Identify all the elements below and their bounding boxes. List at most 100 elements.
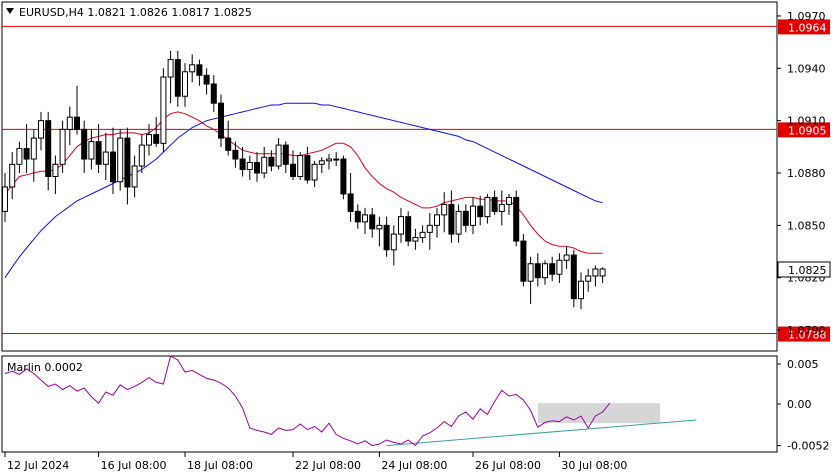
candle-bear <box>513 196 520 242</box>
candle-bull <box>38 120 44 139</box>
indicator-label: Marlin 0.0002 <box>7 361 83 374</box>
candle-bear <box>218 102 224 139</box>
time-tick-label: 18 Jul 08:00 <box>187 459 253 472</box>
price-tick-label: 1.0790 <box>787 324 826 337</box>
collapse-triangle-icon[interactable] <box>6 8 14 14</box>
candle-bull <box>434 214 440 226</box>
price-axis-ticks: 1.09701.09401.09101.08801.08501.08201.07… <box>777 10 826 337</box>
candle-bull <box>2 186 8 212</box>
candle-bull <box>9 163 16 188</box>
time-axis: 12 Jul 2024 16 Jul 08:00 18 Jul 08:00 22 Ju… <box>4 452 627 472</box>
candle-bear <box>174 59 181 97</box>
level-label: 1.0905 <box>788 124 827 137</box>
candle-bear <box>570 254 577 300</box>
highlight-box <box>537 403 661 424</box>
candle-bull <box>484 196 491 218</box>
candle-bull <box>578 280 584 300</box>
price-tick-label: 1.0880 <box>787 167 826 180</box>
candle-bull <box>376 224 383 230</box>
candle-bull <box>88 141 95 160</box>
candle-bull <box>167 59 174 78</box>
candle-bear <box>369 214 376 230</box>
indicator-panel-frame <box>1 355 778 453</box>
price-tick-label: 1.0970 <box>787 10 826 23</box>
candle-bear <box>254 162 260 174</box>
candle-bull <box>585 275 592 282</box>
candle-bear <box>477 205 484 218</box>
candle-bull <box>563 254 570 261</box>
candle-bear <box>81 128 88 160</box>
candle-bear <box>462 210 469 226</box>
candle-bull <box>16 148 23 165</box>
candle-bear <box>239 158 246 171</box>
candle-bull <box>599 268 606 277</box>
candle-bull <box>592 268 599 277</box>
level-label-box <box>778 326 830 342</box>
candle-bull <box>426 224 433 233</box>
candle-bull <box>412 237 419 242</box>
candle-bull <box>102 151 109 165</box>
symbol-header: EURUSD,H4 1.0821 1.0826 1.0817 1.0825 <box>19 6 252 19</box>
candle-bull <box>160 76 167 144</box>
candle-bear <box>340 158 347 195</box>
candle-bear <box>282 144 289 165</box>
candle-bear <box>290 163 296 178</box>
candle-bull <box>398 216 404 235</box>
marlin-line <box>4 355 611 447</box>
time-tick-label: 16 Jul 08:00 <box>101 459 167 472</box>
candle-bull <box>470 205 476 226</box>
indicator-tick-label: 0.00 <box>787 398 812 411</box>
candle-bear <box>203 74 210 85</box>
price-tick-label: 1.0850 <box>787 219 826 232</box>
candle-bull <box>441 203 448 216</box>
candle-bull <box>261 156 268 174</box>
candle-bear <box>304 155 311 181</box>
ma-slow-line <box>4 102 603 278</box>
candle-bull <box>146 134 152 146</box>
indicator-tick-label: 0.005 <box>787 358 819 371</box>
candle-bear <box>210 83 217 104</box>
highlight-zone <box>537 403 661 424</box>
candle-bear <box>448 203 455 235</box>
candle-bull <box>390 233 397 251</box>
time-tick-label: 12 Jul 2024 <box>7 459 69 472</box>
candlestick-series <box>2 50 606 310</box>
candle-bear <box>95 141 102 165</box>
candle-bear <box>153 134 160 144</box>
level-label: 1.0788 <box>788 329 827 342</box>
candle-bull <box>246 162 253 171</box>
time-tick-label: 26 Jul 08:00 <box>475 459 541 472</box>
candle-bull <box>275 144 282 167</box>
candle-bull <box>498 203 505 212</box>
time-tick-label: 22 Jul 08:00 <box>295 459 361 472</box>
moving-average-lines <box>4 102 603 278</box>
candle-bear <box>347 193 354 212</box>
candle-bear <box>45 120 52 178</box>
candle-bull <box>318 160 325 165</box>
candle-bear <box>520 240 527 282</box>
candle-bull <box>138 144 145 167</box>
candle-bull <box>66 116 73 130</box>
current-price-label: 1.0825 <box>788 264 827 277</box>
candle-bear <box>383 224 390 251</box>
candle-bull <box>556 259 563 275</box>
level-label-box <box>778 19 830 35</box>
level-label: 1.0964 <box>788 21 827 34</box>
indicator-axis-ticks: 0.005 0.00 -0.0052 <box>777 358 829 453</box>
candle-bear <box>232 149 239 160</box>
support-trendline <box>386 419 697 447</box>
candle-bull <box>59 128 66 165</box>
price-tick-label: 1.0940 <box>787 62 826 75</box>
ma-fast-line <box>4 111 603 254</box>
candle-bear <box>124 137 131 188</box>
candle-bull <box>52 163 59 178</box>
time-tick-label: 24 Jul 08:00 <box>381 459 447 472</box>
candle-bear <box>110 151 116 183</box>
candle-bear <box>225 137 232 151</box>
indicator-tick-label: -0.0052 <box>787 440 829 453</box>
price-tick-label: 1.0910 <box>787 115 826 128</box>
candle-bull <box>182 71 188 97</box>
horizontal-levels: 1.0964 1.0905 1.0788 <box>2 19 830 342</box>
time-tick-label: 30 Jul 08:00 <box>561 459 627 472</box>
candle-bear <box>23 148 30 160</box>
